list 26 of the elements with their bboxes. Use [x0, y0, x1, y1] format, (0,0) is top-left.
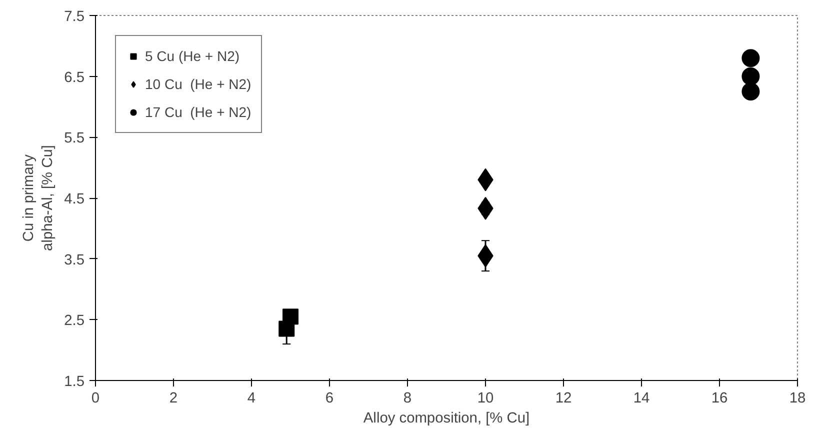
x-tick-label: 14 — [633, 390, 650, 406]
point — [742, 82, 760, 101]
x-tick-label: 16 — [711, 390, 728, 406]
x-tick-label: 2 — [169, 390, 178, 406]
x-tick-label: 10 — [477, 390, 494, 406]
y-axis-title: Cu in primary alpha-Al, [% Cu] — [20, 145, 56, 251]
x-tick-label: 8 — [403, 390, 412, 406]
y-tick-label: 4.5 — [64, 192, 84, 208]
x-tick-label: 0 — [91, 390, 100, 406]
y-tick-label: 2.5 — [64, 313, 84, 330]
y-tick-label: 1.5 — [64, 374, 84, 390]
point — [742, 67, 760, 86]
legend-label: 5 Cu (He + N2) — [145, 48, 240, 64]
legend-label: 17 Cu (He + N2) — [145, 104, 252, 120]
x-tick-label: 18 — [789, 390, 806, 406]
y-tick-label: 7.5 — [64, 9, 84, 25]
point — [282, 308, 298, 325]
x-tick-label: 6 — [325, 390, 334, 406]
legend-label: 10 Cu (He + N2) — [145, 76, 252, 92]
y-tick-label: 5.5 — [64, 130, 84, 147]
y-tick-label: 6.5 — [64, 70, 84, 86]
x-tick-label: 4 — [247, 390, 256, 406]
x-axis-title: Alloy composition, [% Cu] — [363, 410, 530, 426]
point — [742, 49, 760, 68]
x-tick-label: 12 — [555, 390, 572, 406]
y-tick-label: 3.5 — [64, 252, 84, 268]
